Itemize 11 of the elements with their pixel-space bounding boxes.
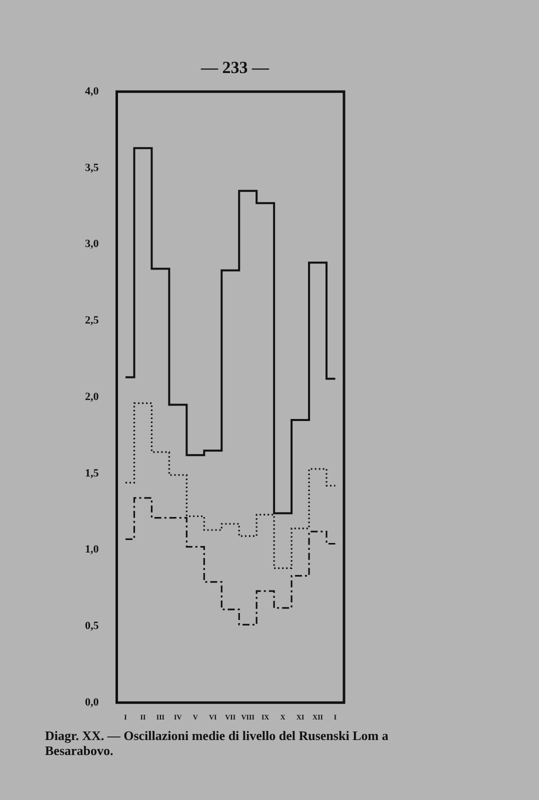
y-tick-label: 1,0 [85,544,100,556]
y-tick-label: 0,5 [85,620,100,632]
y-tick-label: 4,0 [85,85,100,98]
text: Diagr. XX. — Oscillazioni medie di livello del Rusenski Lom a Besarabovo. [45,728,390,758]
y-tick-label: 1,5 [85,467,100,480]
text: — 233 — [200,58,270,78]
y-tick-label: 2,0 [85,390,100,403]
y-tick-label: 3,0 [85,238,100,250]
y-tick-label: 0,0 [85,696,100,708]
y-tick-label: 3,5 [85,162,100,174]
y-tick-label: 2,5 [85,314,100,327]
